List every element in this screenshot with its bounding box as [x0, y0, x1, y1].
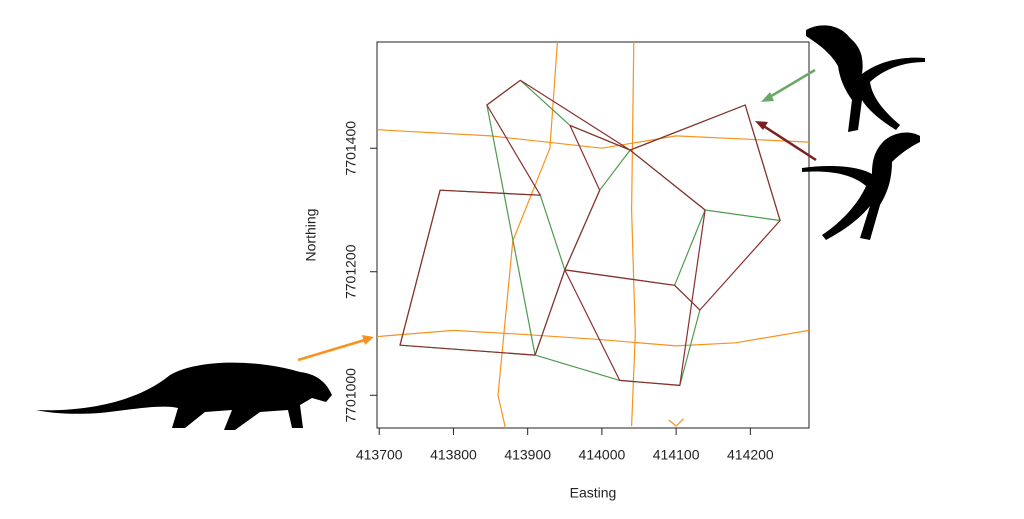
fossa-silhouette	[36, 362, 332, 430]
monkey-silhouette	[806, 25, 925, 132]
arrow-head	[362, 335, 374, 345]
arrow-head	[755, 121, 768, 130]
y-tick-label: 7701400	[343, 121, 359, 176]
track-line	[399, 79, 781, 386]
track-line	[377, 42, 809, 428]
track-line	[399, 79, 781, 386]
x-tick-label: 414100	[653, 447, 700, 463]
y-tick-label: 7701000	[343, 368, 359, 423]
arrow-head	[761, 92, 774, 102]
x-tick-label: 413700	[356, 447, 403, 463]
y-tick-label: 7701200	[343, 244, 359, 299]
plot-frame	[376, 41, 810, 429]
monkey-silhouette	[802, 132, 920, 240]
arrow	[297, 337, 369, 362]
plot-area	[377, 42, 809, 428]
x-tick-label: 413900	[504, 447, 551, 463]
x-tick-label: 414200	[727, 447, 774, 463]
arrow	[761, 123, 817, 162]
arrow	[767, 68, 816, 100]
x-tick-label: 414000	[579, 447, 626, 463]
x-tick-label: 413800	[430, 447, 477, 463]
y-axis-title: Northing	[303, 209, 319, 262]
x-axis-title: Easting	[570, 485, 617, 501]
